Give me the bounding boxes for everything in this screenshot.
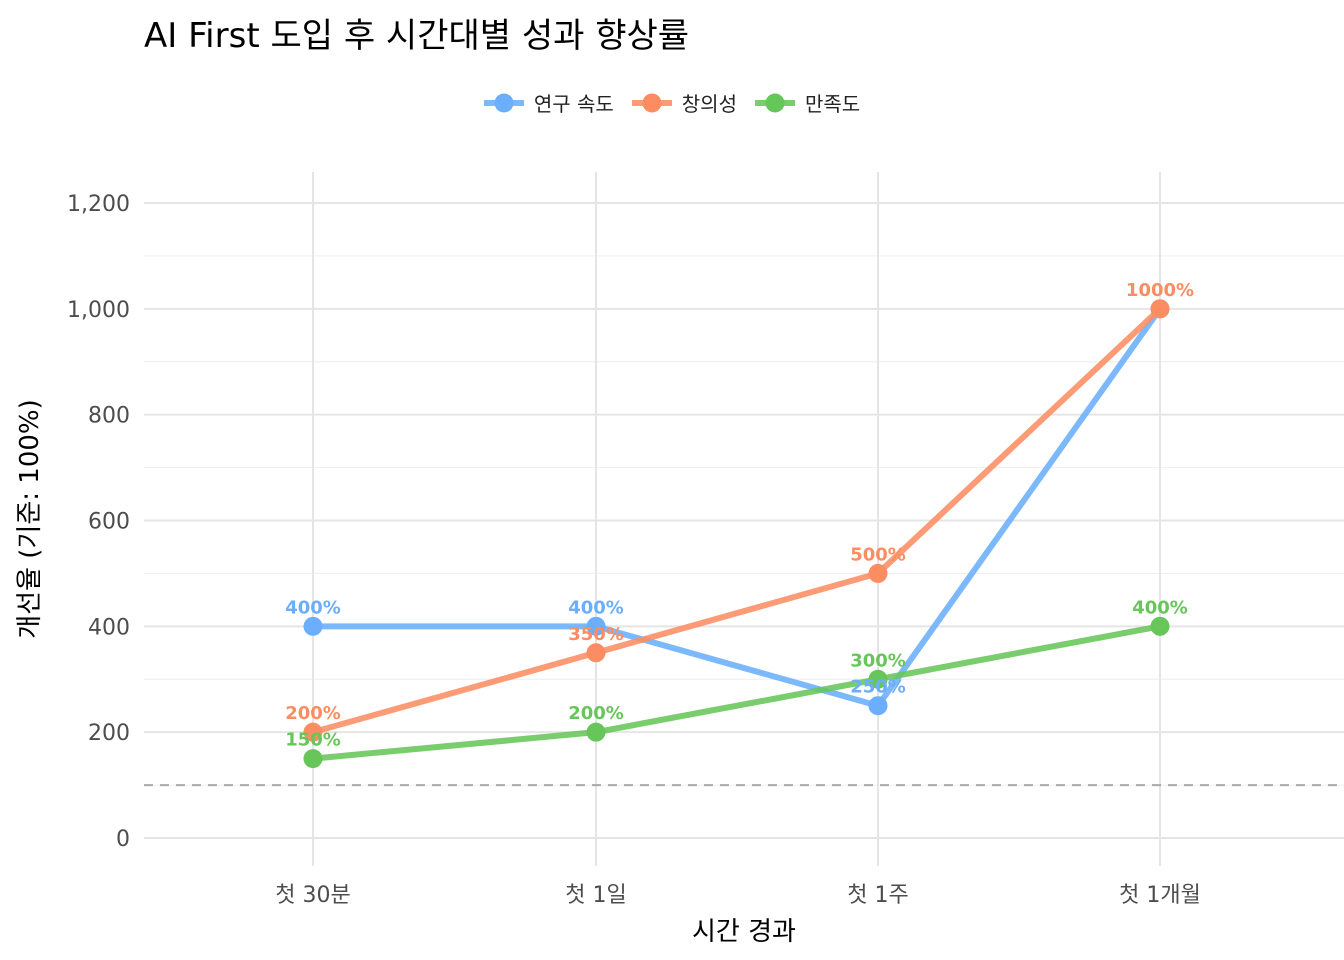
data-point [586, 722, 606, 742]
data-label: 400% [285, 597, 341, 618]
y-tick-label: 200 [88, 721, 130, 746]
legend-item: 만족도 [754, 88, 861, 117]
x-tick-label: 첫 1개월 [1119, 883, 1201, 908]
y-tick-label: 0 [116, 827, 130, 852]
legend-label: 만족도 [804, 92, 861, 116]
data-point [868, 669, 888, 689]
series-line [312, 306, 1163, 736]
data-point [868, 563, 888, 583]
x-tick-label: 첫 1주 [847, 883, 908, 908]
data-label: 400% [568, 597, 624, 618]
data-point [1150, 299, 1170, 319]
data-label: 300% [850, 650, 906, 671]
data-label: 200% [285, 703, 341, 724]
legend: 연구 속도 창의성 만족도 [0, 88, 1344, 117]
x-tick-label: 첫 1일 [565, 883, 626, 908]
series [303, 299, 1170, 769]
data-label: 250% [850, 677, 906, 698]
legend-key-icon [483, 93, 524, 112]
data-label: 1000% [1126, 280, 1194, 301]
y-axis-title: 개선율 (기준: 100%) [15, 399, 45, 639]
data-point [303, 616, 323, 636]
data-labels: 400% 400% 250% 200% 350% 500% 1000% 150% 200% 300… [285, 280, 1194, 751]
legend-item: 연구 속도 [483, 88, 614, 117]
data-point [1150, 616, 1170, 636]
data-point [303, 722, 323, 742]
y-tick-label: 800 [88, 404, 130, 429]
legend-key-icon [754, 93, 795, 112]
data-point [586, 643, 606, 663]
grid [144, 172, 1344, 866]
data-label: 400% [1132, 597, 1188, 618]
y-tick-label: 1,200 [67, 192, 130, 217]
x-tick-label: 첫 30분 [275, 883, 350, 908]
data-point [586, 616, 606, 636]
y-tick-label: 600 [88, 510, 130, 535]
series-line [312, 623, 1161, 762]
legend-key-icon [631, 93, 672, 112]
legend-item: 창의성 [631, 88, 737, 117]
axes: 0 200 400 600 800 1,000 1,200 첫 30분 첫 1일 첫 1주 첫 1개… [67, 192, 1201, 908]
y-tick-label: 400 [88, 615, 130, 640]
legend-label: 연구 속도 [533, 92, 614, 116]
x-axis-title: 시간 경과 [692, 917, 796, 947]
chart-title: AI First 도입 후 시간대별 성과 향상률 [144, 16, 690, 56]
data-label: 150% [285, 730, 341, 751]
data-label: 200% [568, 703, 624, 724]
data-label: 500% [850, 544, 906, 565]
legend-label: 창의성 [681, 92, 737, 116]
y-tick-label: 1,000 [67, 298, 130, 323]
data-point [868, 696, 888, 716]
data-point [303, 749, 323, 769]
data-label: 350% [568, 624, 624, 645]
series-line [313, 307, 1163, 709]
